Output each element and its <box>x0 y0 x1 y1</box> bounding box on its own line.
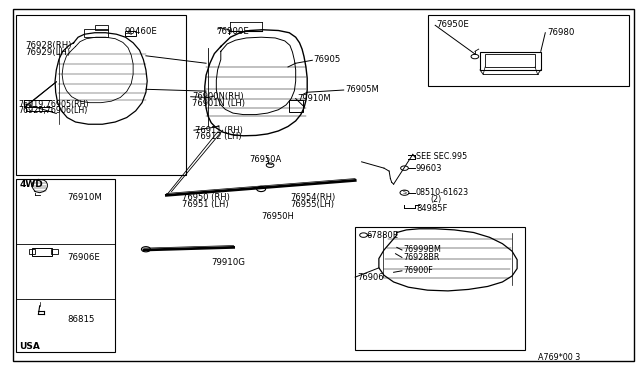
Bar <box>125 31 136 36</box>
Text: 76929(LH): 76929(LH) <box>26 48 71 57</box>
Bar <box>428 15 629 86</box>
Text: 79910G: 79910G <box>211 258 245 267</box>
Text: 76900N(RH): 76900N(RH) <box>192 92 244 101</box>
Text: 76911 (RH): 76911 (RH) <box>195 126 243 135</box>
Text: 76910M: 76910M <box>67 193 102 202</box>
Text: 76980: 76980 <box>547 28 575 37</box>
Bar <box>95 25 108 30</box>
Text: 76928(RH): 76928(RH) <box>26 41 72 50</box>
Text: S: S <box>403 190 406 195</box>
Bar <box>480 52 541 70</box>
Text: 76912 (LH): 76912 (LH) <box>195 132 242 141</box>
Text: 76906E: 76906E <box>67 253 100 262</box>
Text: 90460E: 90460E <box>125 27 157 36</box>
Text: 76999BM: 76999BM <box>403 246 441 254</box>
Bar <box>32 248 52 256</box>
Text: 84985F: 84985F <box>416 204 447 213</box>
Text: 76950 (RH): 76950 (RH) <box>182 193 230 202</box>
Text: 99603: 99603 <box>416 164 442 173</box>
Bar <box>16 15 186 175</box>
Text: 79910M: 79910M <box>298 94 332 103</box>
Text: 76950A: 76950A <box>250 155 282 164</box>
Text: 76920,76906(LH): 76920,76906(LH) <box>18 106 87 115</box>
Text: 76955(LH): 76955(LH) <box>290 200 334 209</box>
Text: 76919,76905(RH): 76919,76905(RH) <box>18 100 88 109</box>
Text: 76905M: 76905M <box>346 85 380 94</box>
Text: USA: USA <box>19 342 40 351</box>
Text: 76905: 76905 <box>314 55 341 64</box>
Text: SEE SEC.995: SEE SEC.995 <box>416 152 467 161</box>
Bar <box>84 29 108 37</box>
Text: A769*00 3: A769*00 3 <box>538 353 580 362</box>
Bar <box>29 249 35 254</box>
Text: 4WD: 4WD <box>19 180 43 189</box>
Bar <box>485 54 535 67</box>
Bar <box>355 227 525 350</box>
Text: 86815: 86815 <box>67 315 95 324</box>
Text: 76900E: 76900E <box>216 27 249 36</box>
Text: 76928BR: 76928BR <box>403 253 440 262</box>
Text: 76950E: 76950E <box>436 20 469 29</box>
Bar <box>16 179 115 352</box>
Text: 67880E: 67880E <box>366 231 398 240</box>
Text: 76954(RH): 76954(RH) <box>290 193 335 202</box>
Text: 76950H: 76950H <box>261 212 294 221</box>
Text: 76951 (LH): 76951 (LH) <box>182 200 229 209</box>
Text: 76900F: 76900F <box>403 266 433 275</box>
Text: 08510-61623: 08510-61623 <box>416 188 469 197</box>
Bar <box>289 100 303 112</box>
Text: 76901N (LH): 76901N (LH) <box>192 99 245 108</box>
Text: (2): (2) <box>430 195 442 204</box>
Bar <box>51 249 58 254</box>
Text: 76906: 76906 <box>357 273 384 282</box>
